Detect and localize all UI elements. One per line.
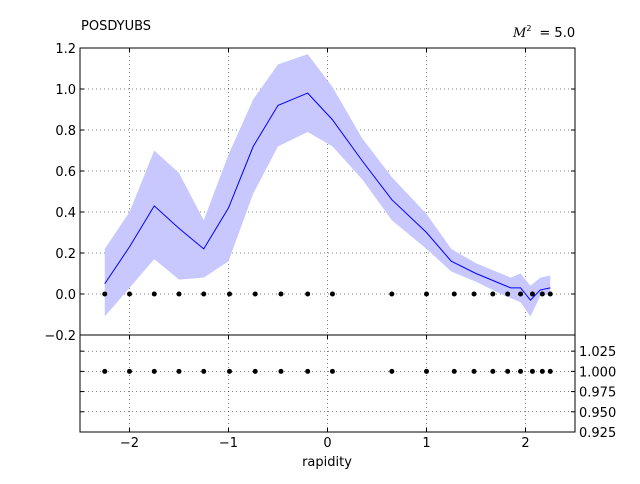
bottom-data-point-5 — [226, 368, 232, 374]
top-data-point-17 — [529, 291, 535, 297]
bottom-data-point-13 — [471, 368, 477, 374]
top-data-point-6 — [252, 291, 258, 297]
top-data-point-4 — [201, 291, 207, 297]
bottom-data-point-8 — [305, 368, 311, 374]
bottom-y-tick-label-3: 1.000 — [579, 365, 616, 380]
bottom-data-point-7 — [278, 368, 284, 374]
top-y-tick-label-2: 0.2 — [55, 247, 76, 262]
annotation-symbol: M — [512, 26, 527, 41]
x-tick-label-1: −1 — [219, 436, 238, 451]
top-data-point-0 — [102, 291, 108, 297]
top-y-tick-label-6: 1.0 — [55, 83, 76, 98]
bottom-data-point-1 — [127, 368, 132, 374]
top-y-tick-label-0: −0.2 — [44, 329, 76, 344]
bottom-y-tick-label-2: 0.975 — [579, 386, 616, 401]
x-tick-label-2: 0 — [323, 436, 331, 451]
top-data-point-5 — [226, 291, 232, 297]
bottom-y-tick-label-0: 0.925 — [579, 426, 616, 441]
top-data-point-11 — [424, 291, 429, 297]
top-data-point-18 — [539, 291, 545, 297]
bottom-data-point-2 — [151, 368, 157, 374]
bottom-data-point-10 — [389, 368, 395, 374]
bottom-data-point-4 — [201, 368, 207, 374]
central-line-0 — [104, 92, 551, 301]
x-tick-label-3: 1 — [422, 436, 430, 451]
top-y-tick-label-3: 0.4 — [55, 206, 76, 221]
top-data-point-19 — [547, 291, 553, 297]
bottom-data-point-19 — [547, 368, 553, 374]
bottom-data-point-17 — [529, 368, 535, 374]
bottom-data-point-6 — [252, 368, 258, 374]
bottom-data-point-15 — [505, 368, 511, 374]
top-data-point-2 — [151, 291, 157, 297]
bottom-y-tick-label-1: 0.950 — [579, 406, 616, 421]
top-y-tick-label-4: 0.6 — [55, 165, 76, 180]
bottom-data-point-0 — [102, 368, 108, 374]
top-data-point-10 — [389, 291, 395, 297]
top-data-point-9 — [329, 291, 335, 297]
top-data-point-14 — [490, 291, 496, 297]
top-data-point-8 — [305, 291, 311, 297]
annotation-superscript: 2 — [526, 24, 531, 33]
top-data-point-1 — [127, 291, 132, 297]
bottom-data-point-9 — [329, 368, 335, 374]
bottom-data-point-11 — [424, 368, 429, 374]
bottom-panel: 0.925 0.950 0.975 1.000 1.025 −2 −1 0 1 2 — [79, 334, 616, 451]
top-panel: −0.2 0.0 0.2 0.4 0.6 0.8 1.0 1.2 — [44, 42, 576, 344]
top-data-point-7 — [278, 291, 284, 297]
top-data-point-15 — [505, 291, 511, 297]
x-tick-label-4: 2 — [521, 436, 529, 451]
top-y-tick-label-1: 0.0 — [55, 288, 76, 303]
uncertainty-band-0 — [104, 54, 551, 317]
bottom-data-point-16 — [518, 368, 524, 374]
top-y-tick-label-5: 0.8 — [55, 124, 76, 139]
top-data-point-12 — [451, 291, 457, 297]
x-axis-label: rapidity — [302, 455, 352, 470]
bottom-data-point-12 — [451, 368, 457, 374]
annotation-value: = 5.0 — [539, 26, 575, 41]
bottom-data-point-14 — [490, 368, 496, 374]
x-tick-label-0: −2 — [120, 436, 139, 451]
chart-title: POSDYUBS — [81, 19, 151, 34]
bottom-data-point-3 — [176, 368, 182, 374]
top-data-point-3 — [176, 291, 182, 297]
top-data-point-13 — [471, 291, 477, 297]
bottom-data-point-18 — [539, 368, 545, 374]
top-data-point-16 — [518, 291, 524, 297]
top-y-tick-label-7: 1.2 — [55, 42, 76, 57]
bottom-y-tick-label-4: 1.025 — [579, 345, 616, 360]
annotation-label: M2 = 5.0 — [512, 24, 575, 41]
